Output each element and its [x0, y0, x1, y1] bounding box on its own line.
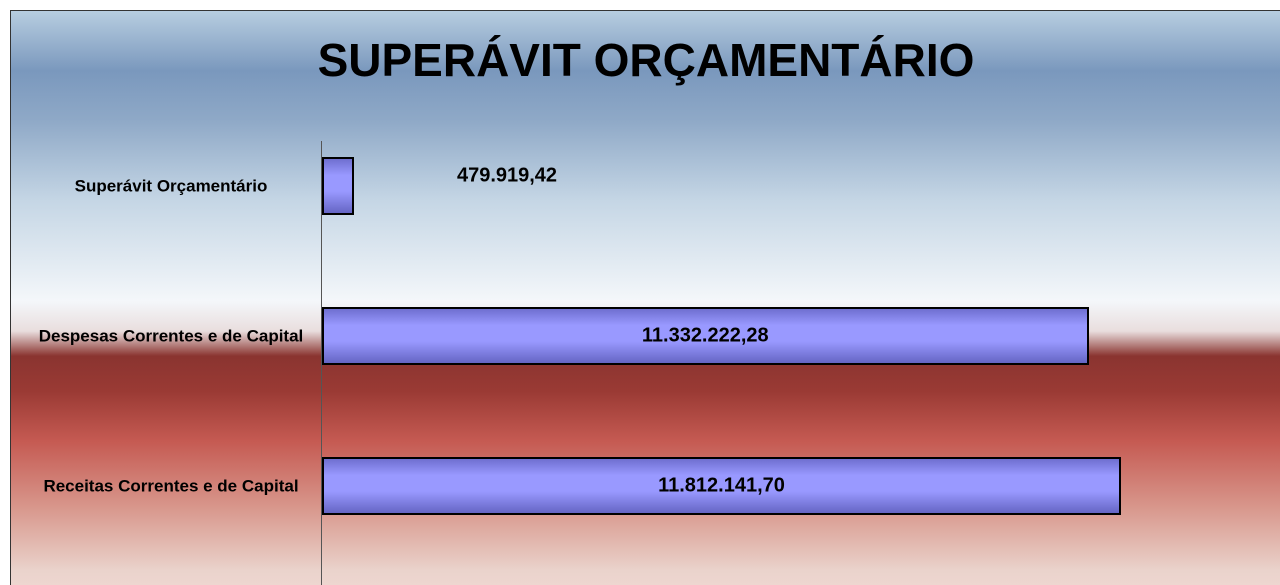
data-label: 479.919,42 — [456, 164, 558, 187]
chart-title: SUPERÁVIT ORÇAMENTÁRIO — [317, 34, 975, 86]
y-tick-label: Despesas Correntes e de Capital — [38, 326, 304, 346]
data-label: 11.332.222,28 — [641, 324, 769, 347]
chart: SUPERÁVIT ORÇAMENTÁRIO Superávit Orçamen… — [10, 10, 1280, 585]
data-label: 11.812.141,70 — [658, 474, 785, 497]
category-axis — [321, 141, 322, 585]
bar — [322, 307, 1089, 365]
bar — [322, 157, 355, 215]
y-tick-label: Superávit Orçamentário — [74, 176, 268, 196]
y-tick-label: Receitas Correntes e de Capital — [43, 476, 299, 496]
bar — [322, 457, 1121, 515]
